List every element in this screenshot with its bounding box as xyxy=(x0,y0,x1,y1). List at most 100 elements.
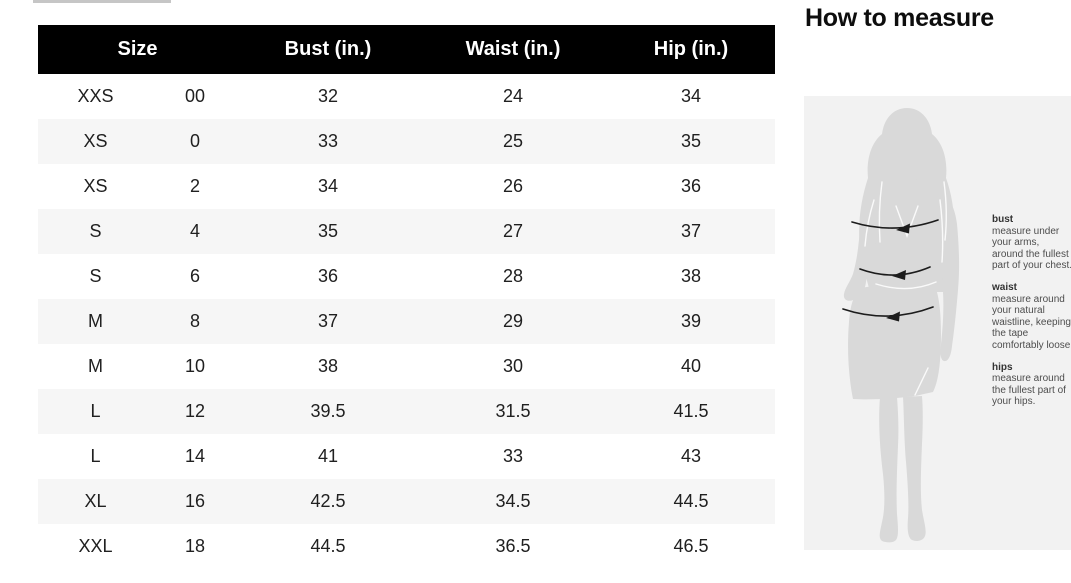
cell-size-number: 00 xyxy=(184,86,206,106)
cell-bust: 35 xyxy=(317,221,339,241)
cell-size-number: 18 xyxy=(184,536,206,556)
size-chart-body: XXS 00 32 24 34 XS 0 33 25 35 XS 2 34 26… xyxy=(38,74,775,569)
active-tab-underline xyxy=(33,0,171,3)
column-header-size: Size xyxy=(117,38,158,60)
measure-section-hips: hips measure around the fullest part of you… xyxy=(992,362,1071,408)
bust-arrow xyxy=(851,219,939,234)
measure-section-bust: bust measure under your arms, around the fu… xyxy=(992,214,1071,272)
cell-hip: 38 xyxy=(680,266,702,286)
cell-size-label: XS xyxy=(83,176,108,196)
cell-size-number: 16 xyxy=(184,491,206,511)
cell-bust: 34 xyxy=(317,176,339,196)
table-row: XL 16 42.5 34.5 44.5 xyxy=(38,479,775,524)
measure-section-label: hips xyxy=(992,361,1013,373)
measure-section-line: part of your chest. xyxy=(992,260,1071,272)
table-row: XS 0 33 25 35 xyxy=(38,119,775,164)
table-row: XXS 00 32 24 34 xyxy=(38,74,775,119)
measure-section-line: around the fullest xyxy=(992,248,1069,260)
cell-size-label: M xyxy=(88,311,103,331)
table-row: XS 2 34 26 36 xyxy=(38,164,775,209)
measure-section-line: waistline, keeping xyxy=(992,316,1071,328)
cell-size-label: S xyxy=(89,221,102,241)
measure-instructions: bust measure under your arms, around the fu… xyxy=(992,214,1071,418)
cell-hip: 43 xyxy=(680,446,702,466)
cell-size-number: 4 xyxy=(189,221,200,241)
cell-size-label: XXL xyxy=(78,536,113,556)
cell-size-number: 10 xyxy=(184,356,206,376)
column-header-bust: Bust (in.) xyxy=(284,38,372,60)
cell-waist: 31.5 xyxy=(495,401,531,421)
measure-section-line: your natural xyxy=(992,305,1045,317)
cell-hip: 37 xyxy=(680,221,702,241)
cell-hip: 34 xyxy=(680,86,702,106)
cell-waist: 26 xyxy=(502,176,524,196)
cell-size-label: L xyxy=(90,401,101,421)
cell-waist: 30 xyxy=(502,356,524,376)
table-row: L 12 39.5 31.5 41.5 xyxy=(38,389,775,434)
hips-arrow xyxy=(842,306,934,322)
size-chart-table: Size Bust (in.) Waist (in.) Hip (in.) XX… xyxy=(38,25,775,569)
cell-bust: 39.5 xyxy=(310,401,346,421)
table-row: S 6 36 28 38 xyxy=(38,254,775,299)
cell-bust: 44.5 xyxy=(310,536,346,556)
cell-size-label: L xyxy=(90,446,101,466)
measure-section-line: the tape xyxy=(992,328,1029,340)
woman-silhouette-figure xyxy=(842,108,960,543)
cell-hip: 40 xyxy=(680,356,702,376)
cell-size-number: 12 xyxy=(184,401,206,421)
measure-section-line: the fullest part of xyxy=(992,384,1066,396)
table-row: M 10 38 30 40 xyxy=(38,344,775,389)
measure-section-line: your arms, xyxy=(992,237,1040,249)
cell-bust: 41 xyxy=(317,446,339,466)
cell-bust: 42.5 xyxy=(310,491,346,511)
cell-bust: 37 xyxy=(317,311,339,331)
cell-bust: 33 xyxy=(317,131,339,151)
cell-waist: 33 xyxy=(502,446,524,466)
cell-hip: 46.5 xyxy=(673,536,709,556)
cell-size-number: 8 xyxy=(189,311,200,331)
cell-size-number: 0 xyxy=(189,131,200,151)
cell-size-number: 2 xyxy=(189,176,200,196)
cell-hip: 39 xyxy=(680,311,702,331)
cell-size-label: XS xyxy=(83,131,108,151)
how-to-measure-title: How to measure xyxy=(805,4,994,32)
measure-section-line: comfortably loose. xyxy=(992,339,1071,351)
size-chart-header-row: Size Bust (in.) Waist (in.) Hip (in.) xyxy=(38,25,775,74)
cell-waist: 34.5 xyxy=(495,491,531,511)
table-row: L 14 41 33 43 xyxy=(38,434,775,479)
column-header-waist: Waist (in.) xyxy=(465,38,561,60)
table-row: S 4 35 27 37 xyxy=(38,209,775,254)
cell-hip: 44.5 xyxy=(673,491,709,511)
cell-waist: 29 xyxy=(502,311,524,331)
cell-size-number: 6 xyxy=(189,266,200,286)
cell-size-label: M xyxy=(88,356,103,376)
cell-size-label: XL xyxy=(84,491,107,511)
measure-section-label: bust xyxy=(992,214,1014,225)
cell-hip: 41.5 xyxy=(673,401,709,421)
table-row: M 8 37 29 39 xyxy=(38,299,775,344)
cell-bust: 38 xyxy=(317,356,339,376)
measure-illustration-panel: bust measure under your arms, around the fu… xyxy=(804,96,1071,550)
cell-waist: 36.5 xyxy=(495,536,531,556)
cell-hip: 35 xyxy=(680,131,702,151)
cell-waist: 25 xyxy=(502,131,524,151)
measure-section-line: your hips. xyxy=(992,396,1036,408)
measure-section-line: measure around xyxy=(992,293,1065,305)
cell-bust: 36 xyxy=(317,266,339,286)
silhouette-detail-lines xyxy=(864,181,947,396)
measure-section-label: waist xyxy=(992,281,1018,293)
cell-waist: 24 xyxy=(502,86,524,106)
column-header-hip: Hip (in.) xyxy=(653,38,729,60)
measure-section-line: measure around xyxy=(992,373,1065,385)
cell-size-label: S xyxy=(89,266,102,286)
measure-section-waist: waist measure around your natural waistline… xyxy=(992,282,1071,352)
cell-size-number: 14 xyxy=(184,446,206,466)
cell-bust: 32 xyxy=(317,86,339,106)
cell-waist: 27 xyxy=(502,221,524,241)
cell-size-label: XXS xyxy=(77,86,114,106)
table-row: XXL 18 44.5 36.5 46.5 xyxy=(38,524,775,569)
woman-silhouette xyxy=(843,108,960,543)
measure-section-line: measure under xyxy=(992,225,1060,237)
cell-hip: 36 xyxy=(680,176,702,196)
